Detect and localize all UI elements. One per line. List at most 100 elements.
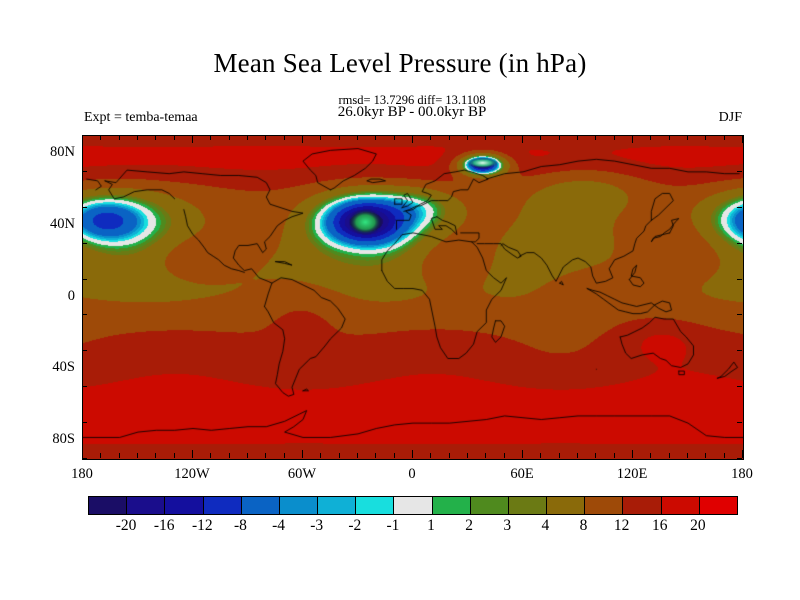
colorbar-tick-label: -12 bbox=[192, 517, 213, 534]
y-axis-tick-label: 40S bbox=[52, 359, 75, 376]
x-tick-top bbox=[173, 135, 175, 140]
x-tick bbox=[448, 453, 450, 458]
colorbar-swatch bbox=[127, 497, 166, 514]
x-tick-top bbox=[467, 135, 468, 140]
y-tick bbox=[82, 386, 87, 388]
colorbar-tick-label: -3 bbox=[310, 517, 324, 534]
colorbar-swatch bbox=[508, 497, 548, 514]
y-tick-right bbox=[737, 422, 742, 424]
x-tick-top bbox=[357, 135, 358, 140]
colorbar-swatch bbox=[547, 497, 586, 514]
x-tick-top bbox=[155, 135, 157, 140]
x-tick-top bbox=[742, 135, 743, 143]
x-tick bbox=[375, 453, 377, 458]
colorbar-swatch bbox=[165, 497, 204, 514]
y-tick bbox=[82, 314, 87, 316]
x-tick bbox=[705, 453, 707, 458]
x-tick bbox=[338, 453, 340, 458]
x-tick bbox=[522, 450, 523, 458]
colorbar-swatch bbox=[661, 497, 700, 514]
y-tick-right bbox=[737, 314, 742, 316]
x-tick-top bbox=[595, 135, 597, 140]
x-tick-top bbox=[82, 135, 83, 143]
x-tick-top bbox=[118, 135, 120, 140]
y-axis-tick-label: 80N bbox=[50, 143, 75, 160]
y-tick bbox=[82, 206, 87, 208]
colorbar-swatch bbox=[699, 497, 737, 514]
x-axis-tick-label: 60W bbox=[287, 466, 317, 482]
x-axis-tick-label: 120E bbox=[616, 466, 648, 482]
x-tick-top bbox=[723, 135, 725, 140]
x-tick-top bbox=[283, 135, 285, 140]
colorbar-tick-label: 16 bbox=[652, 517, 668, 534]
y-tick bbox=[82, 350, 87, 352]
x-tick-top bbox=[522, 135, 523, 143]
colorbar-tick-label: 1 bbox=[427, 517, 435, 534]
colorbar-tick-label: 12 bbox=[613, 517, 630, 534]
x-tick bbox=[430, 453, 432, 458]
x-tick-top bbox=[558, 135, 560, 140]
colorbar-tick-label: -2 bbox=[348, 517, 362, 534]
x-tick bbox=[357, 453, 358, 458]
colorbar-swatch bbox=[241, 497, 280, 514]
x-tick bbox=[320, 453, 322, 458]
map-plot-area bbox=[82, 135, 744, 460]
x-tick-top bbox=[375, 135, 377, 140]
y-tick-right bbox=[737, 278, 742, 280]
x-tick bbox=[302, 450, 303, 458]
x-tick bbox=[393, 453, 395, 458]
y-tick bbox=[82, 458, 87, 459]
colorbar-tick-label: 2 bbox=[465, 517, 474, 534]
x-tick-top bbox=[302, 135, 303, 143]
colorbar-tick-label: 8 bbox=[579, 517, 588, 534]
x-axis-tick-label: 180 bbox=[731, 466, 753, 482]
colorbar bbox=[88, 496, 738, 515]
x-tick-top bbox=[503, 135, 505, 140]
x-tick-top bbox=[430, 135, 432, 140]
colorbar-tick-label: -8 bbox=[234, 517, 247, 534]
colorbar-swatch bbox=[89, 497, 128, 514]
y-tick bbox=[82, 422, 87, 424]
x-tick bbox=[595, 453, 597, 458]
sea-level-pressure-anomaly-map bbox=[83, 136, 743, 459]
colorbar-tick-label: -1 bbox=[386, 517, 400, 534]
x-tick bbox=[485, 453, 487, 458]
colorbar-tick-label: 4 bbox=[541, 517, 550, 534]
x-tick bbox=[228, 453, 230, 458]
x-axis-tick-label: 120W bbox=[174, 466, 210, 482]
statistics-annotation: rmsd= 13.7296 diff= 13.1108 bbox=[338, 93, 486, 107]
x-tick-top bbox=[320, 135, 322, 140]
x-tick-top bbox=[412, 135, 413, 143]
x-tick-top bbox=[228, 135, 230, 140]
y-axis-tick-label: 40N bbox=[50, 215, 75, 232]
x-tick-top bbox=[247, 135, 248, 140]
colorbar-swatch bbox=[432, 497, 471, 514]
x-tick bbox=[137, 453, 138, 458]
x-tick-top bbox=[687, 135, 688, 140]
x-axis-tick-label: 180 bbox=[71, 466, 93, 482]
x-tick bbox=[192, 450, 193, 458]
x-tick bbox=[467, 453, 468, 458]
x-tick bbox=[283, 453, 285, 458]
colorbar-swatch bbox=[203, 497, 242, 514]
x-tick bbox=[540, 453, 542, 458]
page-title: Mean Sea Level Pressure (in hPa) bbox=[213, 48, 587, 78]
x-tick bbox=[742, 450, 743, 458]
y-axis-tick-label: 0 bbox=[67, 287, 75, 304]
colorbar-swatch bbox=[318, 497, 357, 514]
y-tick bbox=[82, 278, 87, 280]
x-tick-top bbox=[485, 135, 487, 140]
colorbar-swatch bbox=[356, 497, 395, 514]
x-tick bbox=[613, 453, 615, 458]
period-subtitle: 26.0kyr BP - 00.0kyr BP bbox=[337, 104, 487, 120]
x-tick-top bbox=[137, 135, 138, 140]
x-tick bbox=[577, 453, 578, 458]
x-tick-top bbox=[192, 135, 193, 143]
x-tick bbox=[265, 453, 267, 458]
colorbar-swatch bbox=[279, 497, 319, 514]
colorbar-tick-label: -20 bbox=[115, 517, 137, 534]
x-tick bbox=[100, 453, 102, 458]
x-tick bbox=[650, 453, 652, 458]
x-tick bbox=[558, 453, 560, 458]
x-tick-top bbox=[650, 135, 652, 140]
